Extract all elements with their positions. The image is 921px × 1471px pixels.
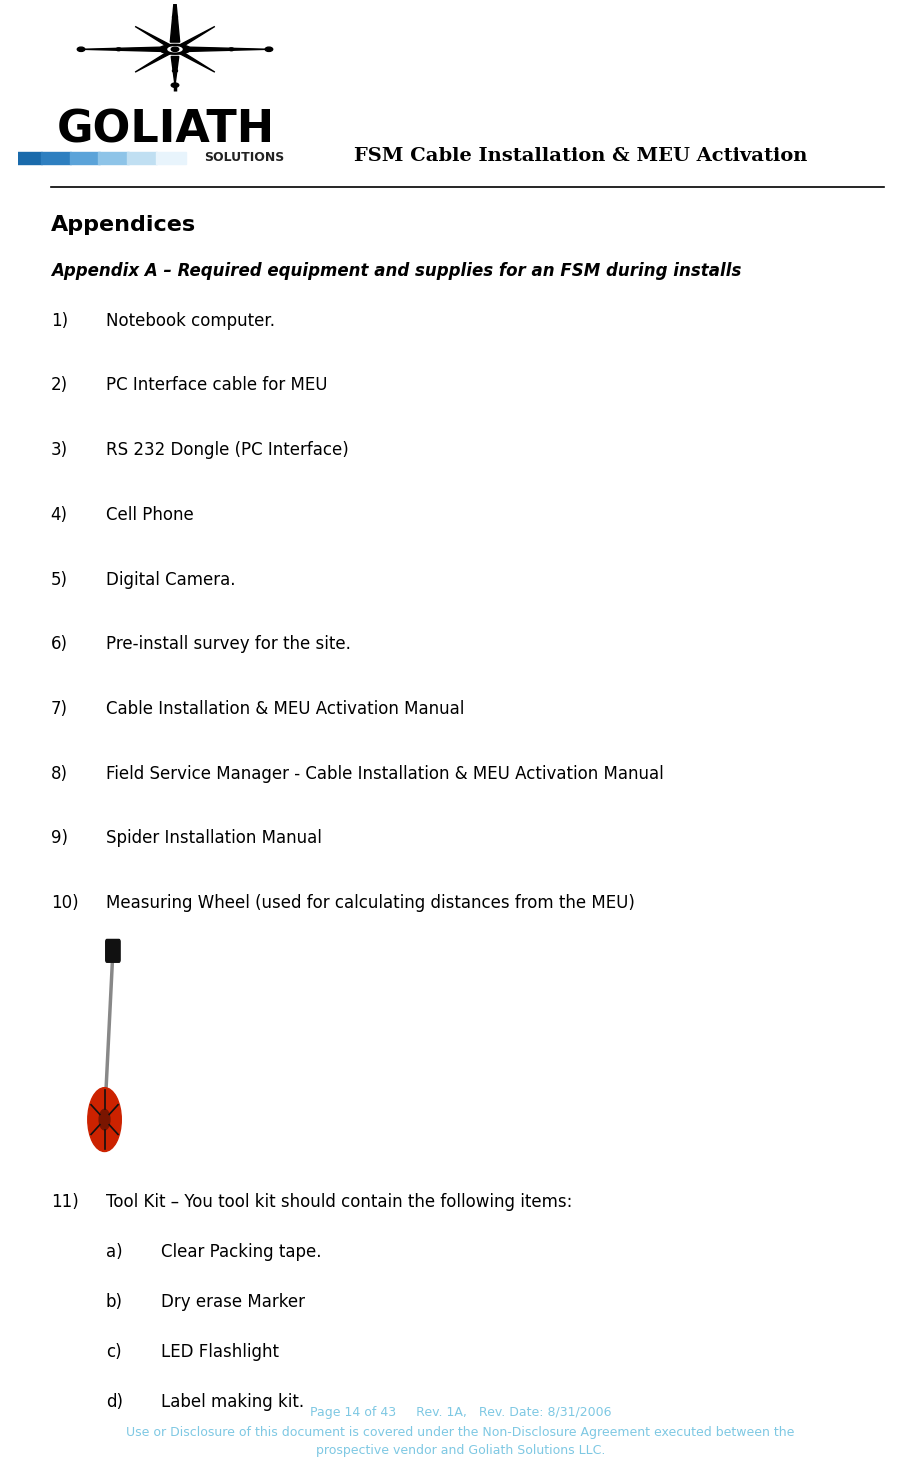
Circle shape (228, 49, 234, 50)
Ellipse shape (168, 47, 182, 51)
Text: Spider Installation Manual: Spider Installation Manual (106, 830, 321, 847)
Text: Pre-install survey for the site.: Pre-install survey for the site. (106, 635, 351, 653)
Text: Field Service Manager - Cable Installation & MEU Activation Manual: Field Service Manager - Cable Installati… (106, 765, 664, 783)
Polygon shape (173, 49, 215, 72)
Bar (127, 152, 157, 165)
Bar (12, 152, 42, 165)
Circle shape (99, 1109, 110, 1130)
Text: SOLUTIONS: SOLUTIONS (204, 152, 284, 165)
Text: Cable Installation & MEU Activation Manual: Cable Installation & MEU Activation Manu… (106, 700, 464, 718)
Text: 4): 4) (51, 506, 67, 524)
Text: 9): 9) (51, 830, 67, 847)
Text: 6): 6) (51, 635, 67, 653)
Text: Use or Disclosure of this document is covered under the Non-Disclosure Agreement: Use or Disclosure of this document is co… (126, 1427, 795, 1439)
Circle shape (77, 47, 85, 51)
Ellipse shape (159, 44, 191, 54)
Text: Cell Phone: Cell Phone (106, 506, 193, 524)
Text: 10): 10) (51, 894, 78, 912)
Circle shape (171, 47, 179, 51)
Text: Clear Packing tape.: Clear Packing tape. (161, 1243, 321, 1261)
Text: 3): 3) (51, 441, 68, 459)
Text: 2): 2) (51, 377, 68, 394)
Bar (99, 152, 129, 165)
Text: a): a) (106, 1243, 122, 1261)
Text: GOLIATH: GOLIATH (56, 109, 274, 152)
Text: Tool Kit – You tool kit should contain the following items:: Tool Kit – You tool kit should contain t… (106, 1193, 572, 1211)
Polygon shape (170, 0, 180, 43)
Text: 8): 8) (51, 765, 67, 783)
Text: d): d) (106, 1393, 122, 1411)
Circle shape (172, 69, 178, 72)
Text: Label making kit.: Label making kit. (161, 1393, 304, 1411)
Text: b): b) (106, 1293, 122, 1311)
Bar (70, 152, 99, 165)
Text: Measuring Wheel (used for calculating distances from the MEU): Measuring Wheel (used for calculating di… (106, 894, 635, 912)
Circle shape (171, 82, 179, 87)
Polygon shape (135, 49, 177, 72)
Text: 1): 1) (51, 312, 68, 330)
Text: RS 232 Dongle (PC Interface): RS 232 Dongle (PC Interface) (106, 441, 349, 459)
Polygon shape (135, 26, 177, 50)
Text: 5): 5) (51, 571, 67, 588)
FancyBboxPatch shape (106, 940, 120, 962)
Text: Notebook computer.: Notebook computer. (106, 312, 274, 330)
Text: c): c) (106, 1343, 122, 1361)
Text: prospective vendor and Goliath Solutions LLC.: prospective vendor and Goliath Solutions… (316, 1445, 605, 1456)
Circle shape (172, 16, 178, 19)
Text: 7): 7) (51, 700, 67, 718)
Polygon shape (171, 56, 179, 85)
Bar (41, 152, 71, 165)
Text: PC Interface cable for MEU: PC Interface cable for MEU (106, 377, 327, 394)
Polygon shape (188, 47, 269, 51)
Text: FSM Cable Installation & MEU Activation: FSM Cable Installation & MEU Activation (354, 147, 807, 165)
Text: Page 14 of 43     Rev. 1A,   Rev. Date: 8/31/2006: Page 14 of 43 Rev. 1A, Rev. Date: 8/31/2… (309, 1406, 612, 1418)
Text: LED Flashlight: LED Flashlight (161, 1343, 279, 1361)
Bar (156, 152, 186, 165)
Text: Dry erase Marker: Dry erase Marker (161, 1293, 305, 1311)
Text: 11): 11) (51, 1193, 78, 1211)
Text: Appendix A – Required equipment and supplies for an FSM during installs: Appendix A – Required equipment and supp… (51, 262, 741, 279)
Circle shape (116, 49, 122, 50)
Polygon shape (81, 47, 162, 51)
Polygon shape (173, 26, 215, 50)
Circle shape (265, 47, 273, 51)
Text: Appendices: Appendices (51, 215, 196, 235)
Text: Digital Camera.: Digital Camera. (106, 571, 236, 588)
Circle shape (87, 1087, 122, 1152)
